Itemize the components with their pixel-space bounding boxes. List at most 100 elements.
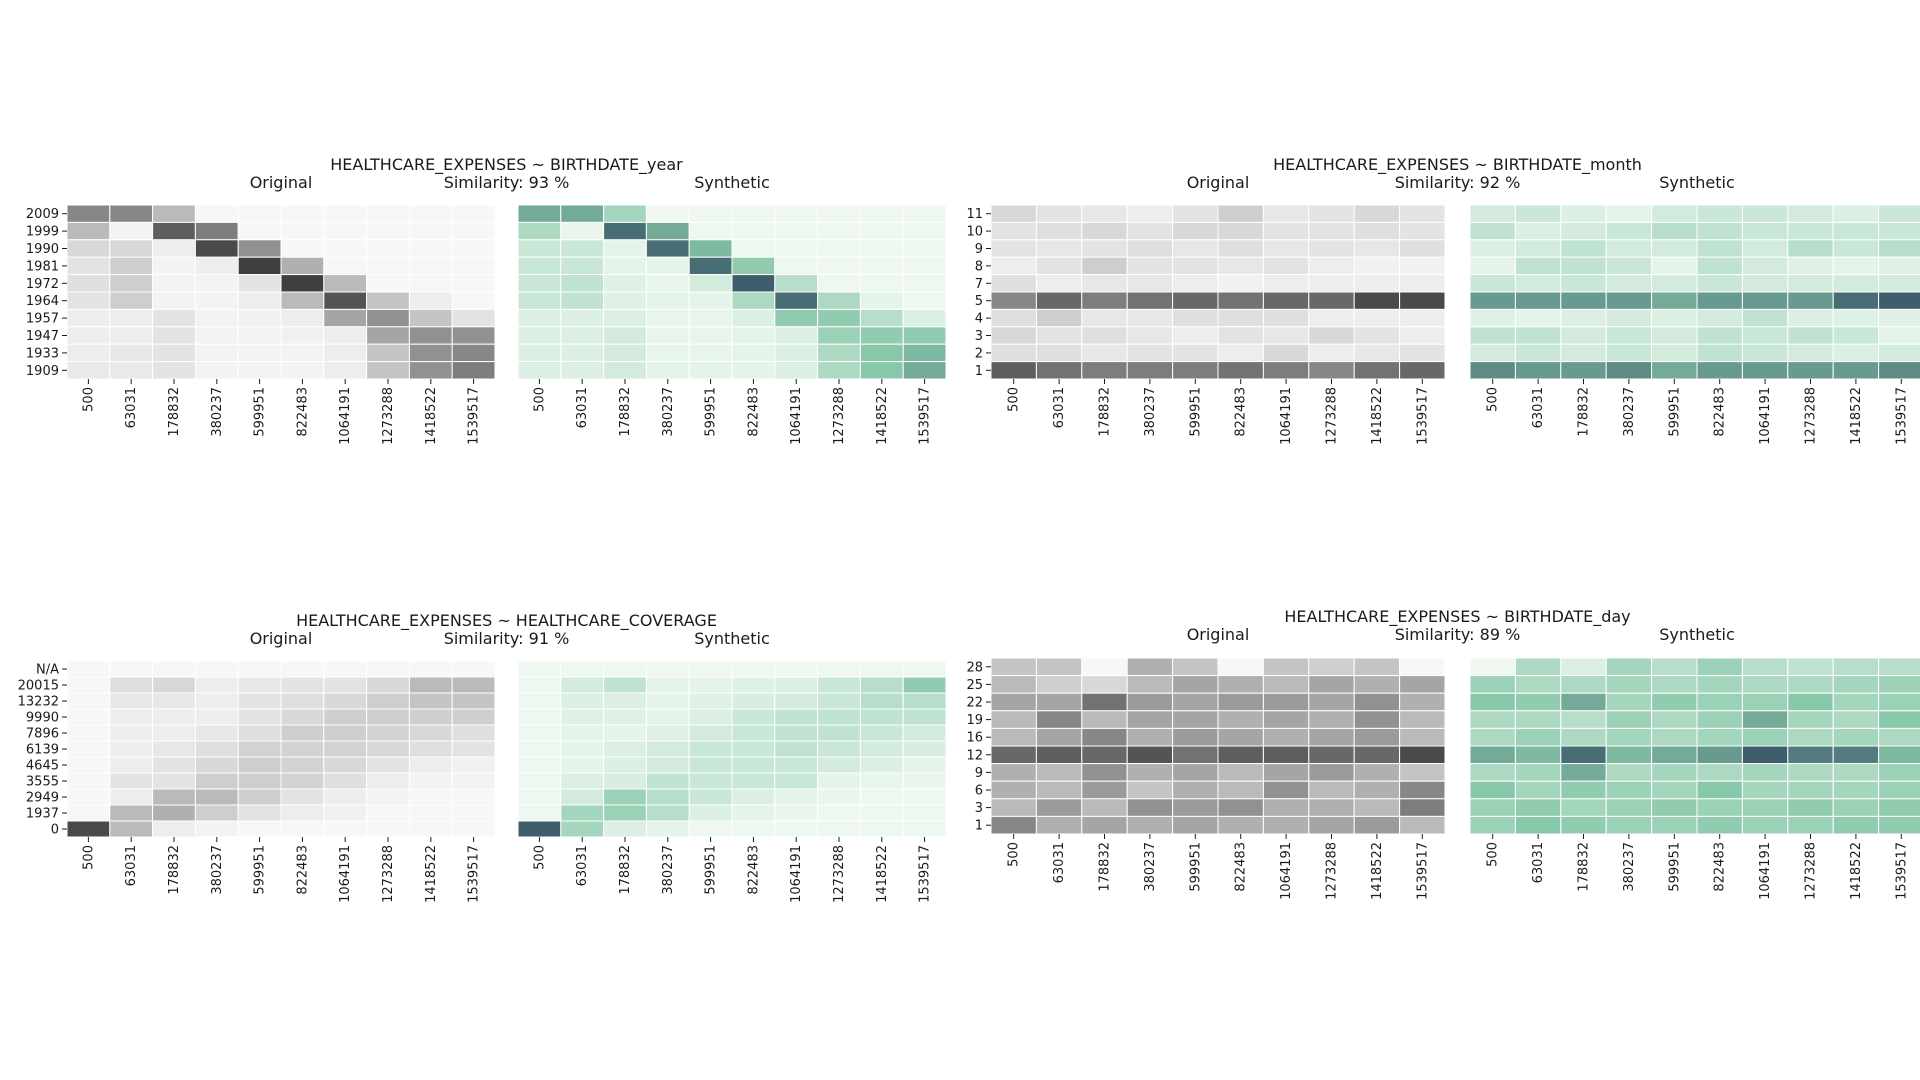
heatmap-cell [560, 308, 605, 328]
heatmap-cell [645, 804, 690, 822]
heatmap-cell [1399, 692, 1446, 712]
heatmap-cell [1126, 221, 1174, 241]
x-tick-label: 178832 [167, 845, 182, 895]
x-tick-label: 63031 [575, 845, 590, 886]
heatmap-cell [731, 820, 776, 838]
heatmap-cell [1262, 343, 1310, 363]
heatmap-cell [1469, 780, 1516, 800]
heatmap-cell [1399, 256, 1446, 276]
heatmap-cell [280, 788, 325, 806]
heatmap-cell [902, 256, 947, 276]
heatmap-cell [323, 256, 368, 276]
heatmap-cell [194, 740, 239, 758]
heatmap-cell [688, 204, 733, 223]
heatmap-cell [366, 204, 410, 223]
y-tick-label: 1947 [26, 329, 59, 344]
heatmap-cell [408, 343, 453, 363]
heatmap-cell [1217, 710, 1264, 729]
heatmap-cell [859, 740, 904, 758]
heatmap-cell [1787, 657, 1834, 677]
heatmap-cell [1560, 204, 1607, 223]
heatmap-cell [902, 756, 947, 774]
similarity-label: Similarity: 91 % [444, 629, 570, 648]
x-tick-label: 63031 [1531, 842, 1546, 883]
heatmap-cell [859, 772, 904, 790]
heatmap-cell [1217, 326, 1264, 345]
heatmap-cell [603, 239, 647, 258]
heatmap-cell [603, 361, 647, 380]
heatmap-cell [990, 274, 1037, 293]
heatmap-cell [774, 308, 819, 328]
heatmap-cell [408, 361, 453, 380]
heatmap-cell [366, 660, 410, 678]
heatmap-cell [645, 326, 690, 345]
heatmap-cell [774, 708, 819, 726]
heatmap-cell [194, 256, 239, 276]
heatmap-cell [1741, 815, 1789, 835]
heatmap-cell [1262, 763, 1310, 782]
heatmap-cell [451, 326, 496, 345]
heatmap-cell [451, 820, 496, 838]
heatmap-cell [1081, 291, 1128, 310]
heatmap-cell [1081, 274, 1128, 293]
heatmap-cell [323, 788, 368, 806]
heatmap-cell [902, 804, 947, 822]
x-tick-label: 178832 [1577, 842, 1592, 892]
heatmap-cell [1560, 326, 1607, 345]
heatmap-cell [1741, 239, 1789, 258]
heatmap-cell [774, 820, 819, 838]
heatmap-cell [1560, 815, 1607, 835]
heatmap-cell [1832, 798, 1880, 817]
heatmap-cell [731, 692, 776, 710]
heatmap-cell [517, 361, 562, 380]
heatmap-cell [1126, 204, 1174, 223]
y-tick-label: 10 [966, 225, 983, 240]
x-tick-label: 599951 [704, 845, 719, 895]
heatmap-cell [1081, 657, 1128, 677]
y-tick-label: 16 [966, 731, 983, 746]
heatmap-cell [688, 343, 733, 363]
heatmap-cell [1878, 675, 1920, 694]
heatmap-cell [1878, 692, 1920, 712]
heatmap-cell [1353, 256, 1401, 276]
heatmap-cell [731, 256, 776, 276]
heatmap-cell [517, 660, 562, 678]
heatmap-cell [688, 740, 733, 758]
heatmap-cell [1469, 745, 1516, 765]
heatmap-cell [366, 274, 410, 293]
heatmap-cell [1217, 657, 1264, 677]
heatmap-cell [1696, 657, 1743, 677]
heatmap-cell [237, 204, 282, 223]
heatmap-cell [1399, 343, 1446, 363]
heatmap-cell [1217, 763, 1264, 782]
heatmap-cell [237, 326, 282, 345]
x-tick-label: 599951 [1188, 842, 1203, 892]
heatmap-cell [1651, 727, 1698, 747]
heatmap-cell [990, 343, 1037, 363]
x-tick-label: 599951 [1667, 387, 1682, 437]
heatmap-cell [194, 772, 239, 790]
heatmap-cell [817, 708, 861, 726]
heatmap-cell [1399, 221, 1446, 241]
heatmap-cell [237, 756, 282, 774]
heatmap-cell [1605, 763, 1653, 782]
heatmap-cell [366, 221, 410, 241]
heatmap-cell [902, 740, 947, 758]
heatmap-cell [152, 708, 196, 726]
heatmap-cell [603, 308, 647, 328]
heatmap-cell [451, 239, 496, 258]
heatmap-cell [1696, 780, 1743, 800]
heatmap-cell [645, 772, 690, 790]
heatmap-cell [109, 724, 154, 742]
heatmap-cell [1787, 239, 1834, 258]
heatmap-cell [1878, 291, 1920, 310]
heatmap-cell [323, 221, 368, 241]
synthetic-label: Synthetic [694, 629, 770, 648]
x-tick-label: 178832 [1098, 842, 1113, 892]
heatmap-cell [1172, 815, 1219, 835]
heatmap-cell [560, 692, 605, 710]
heatmap-cell [1217, 221, 1264, 241]
heatmap-cell [1172, 763, 1219, 782]
heatmap-cell [1651, 343, 1698, 363]
heatmap-cell [645, 221, 690, 241]
